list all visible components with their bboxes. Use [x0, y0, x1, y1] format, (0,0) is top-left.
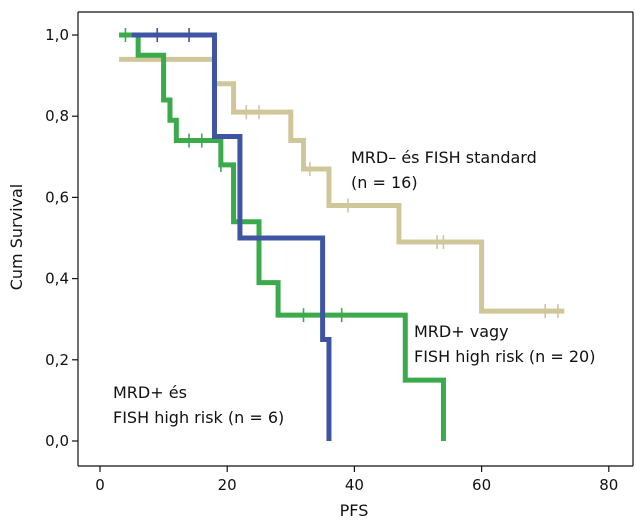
- annotation-text: MRD+ vagy: [414, 322, 509, 341]
- annotation-text: (n = 16): [351, 173, 418, 192]
- series-line-tan: [119, 56, 565, 314]
- annotation-text: MRD– és FISH standard: [351, 148, 537, 167]
- y-tick-label: 0,2: [45, 351, 69, 369]
- y-tick-label: 0,0: [45, 432, 69, 450]
- annotation-text: FISH high risk (n = 6): [113, 408, 284, 427]
- x-tick-label: 0: [95, 476, 105, 494]
- x-tick-label: 40: [345, 476, 364, 494]
- series-green: [119, 28, 446, 441]
- series-line-blue: [131, 32, 332, 441]
- series-blue: [131, 28, 332, 441]
- x-tick-label: 60: [472, 476, 491, 494]
- annotation-text: FISH high risk (n = 20): [414, 347, 595, 366]
- annotation-text: MRD+ és: [113, 383, 187, 402]
- x-tick-label: 20: [218, 476, 237, 494]
- x-tick-label: 80: [599, 476, 618, 494]
- y-axis-title: Cum Survival: [7, 184, 26, 291]
- y-tick-label: 0,8: [45, 107, 69, 125]
- y-tick-label: 1,0: [45, 26, 69, 44]
- annotations: MRD– és FISH standard (n = 16) MRD+ vagy FI…: [113, 148, 595, 427]
- y-tick-label: 0,6: [45, 188, 69, 206]
- series-layer: [119, 28, 565, 441]
- x-axis-title: PFS: [340, 501, 369, 520]
- series-tan: [119, 56, 565, 319]
- y-tick-label: 0,4: [45, 270, 69, 288]
- axes: 0,0 0,2 0,4 0,6 0,8 1,0 0 20 40 60 80: [45, 11, 634, 494]
